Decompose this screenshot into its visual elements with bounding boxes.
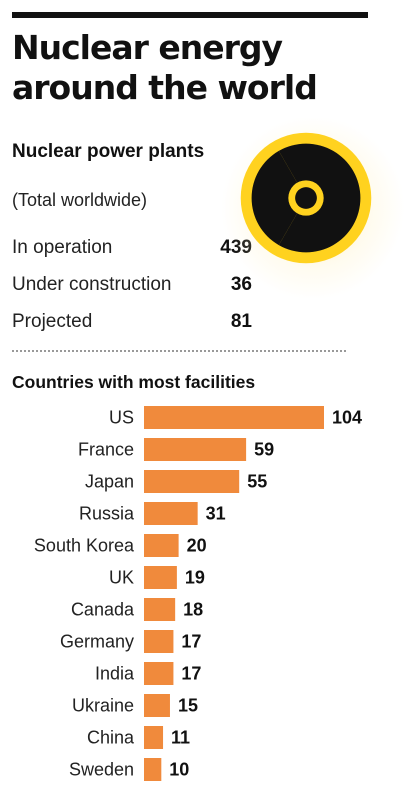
value-label: 15	[178, 696, 198, 716]
value-label: 11	[171, 728, 190, 748]
value-label: 18	[183, 600, 203, 620]
bar-sweden	[144, 758, 162, 781]
bar-india	[144, 662, 174, 685]
stat-value: 81	[230, 311, 252, 332]
category-label: China	[87, 728, 135, 748]
category-label: Japan	[85, 472, 134, 492]
value-label: 59	[254, 440, 274, 460]
value-label: 20	[187, 536, 207, 556]
category-label: Germany	[60, 632, 134, 652]
plants-heading: Nuclear power plants	[12, 141, 205, 162]
value-label: 17	[181, 632, 201, 652]
bar-russia	[144, 502, 198, 525]
bar-china	[144, 726, 164, 749]
category-label: Canada	[71, 600, 135, 620]
category-label: UK	[109, 568, 134, 588]
bar-us	[144, 406, 324, 429]
bar-japan	[144, 470, 240, 493]
category-label: US	[109, 408, 134, 428]
bar-south-korea	[144, 534, 179, 557]
chart-title: Countries with most facilities	[12, 372, 256, 392]
value-label: 19	[185, 568, 205, 588]
category-label: Ukraine	[72, 696, 134, 716]
value-label: 55	[247, 472, 267, 492]
bar-ukraine	[144, 694, 170, 717]
value-label: 31	[206, 504, 226, 524]
value-label: 17	[181, 664, 201, 684]
category-label: South Korea	[34, 536, 135, 556]
top-rule	[12, 12, 368, 18]
value-label: 104	[332, 408, 362, 428]
bar-uk	[144, 566, 177, 589]
bar-germany	[144, 630, 174, 653]
plants-subheading: (Total worldwide)	[12, 190, 148, 210]
page-title: Nuclear energy around the world	[12, 28, 318, 107]
stat-row-projected: Projected 81	[12, 311, 252, 337]
category-label: Russia	[79, 504, 135, 524]
bar-france	[144, 438, 247, 461]
stat-label: Projected	[12, 311, 93, 332]
stat-label: In operation	[12, 237, 113, 258]
category-label: India	[95, 664, 135, 684]
stat-label: Under construction	[12, 274, 172, 295]
value-label: 10	[169, 760, 189, 780]
radiation-icon	[240, 132, 372, 264]
bar-canada	[144, 598, 176, 621]
category-label: Sweden	[69, 760, 134, 780]
category-label: France	[78, 440, 134, 460]
section-divider	[12, 350, 346, 352]
